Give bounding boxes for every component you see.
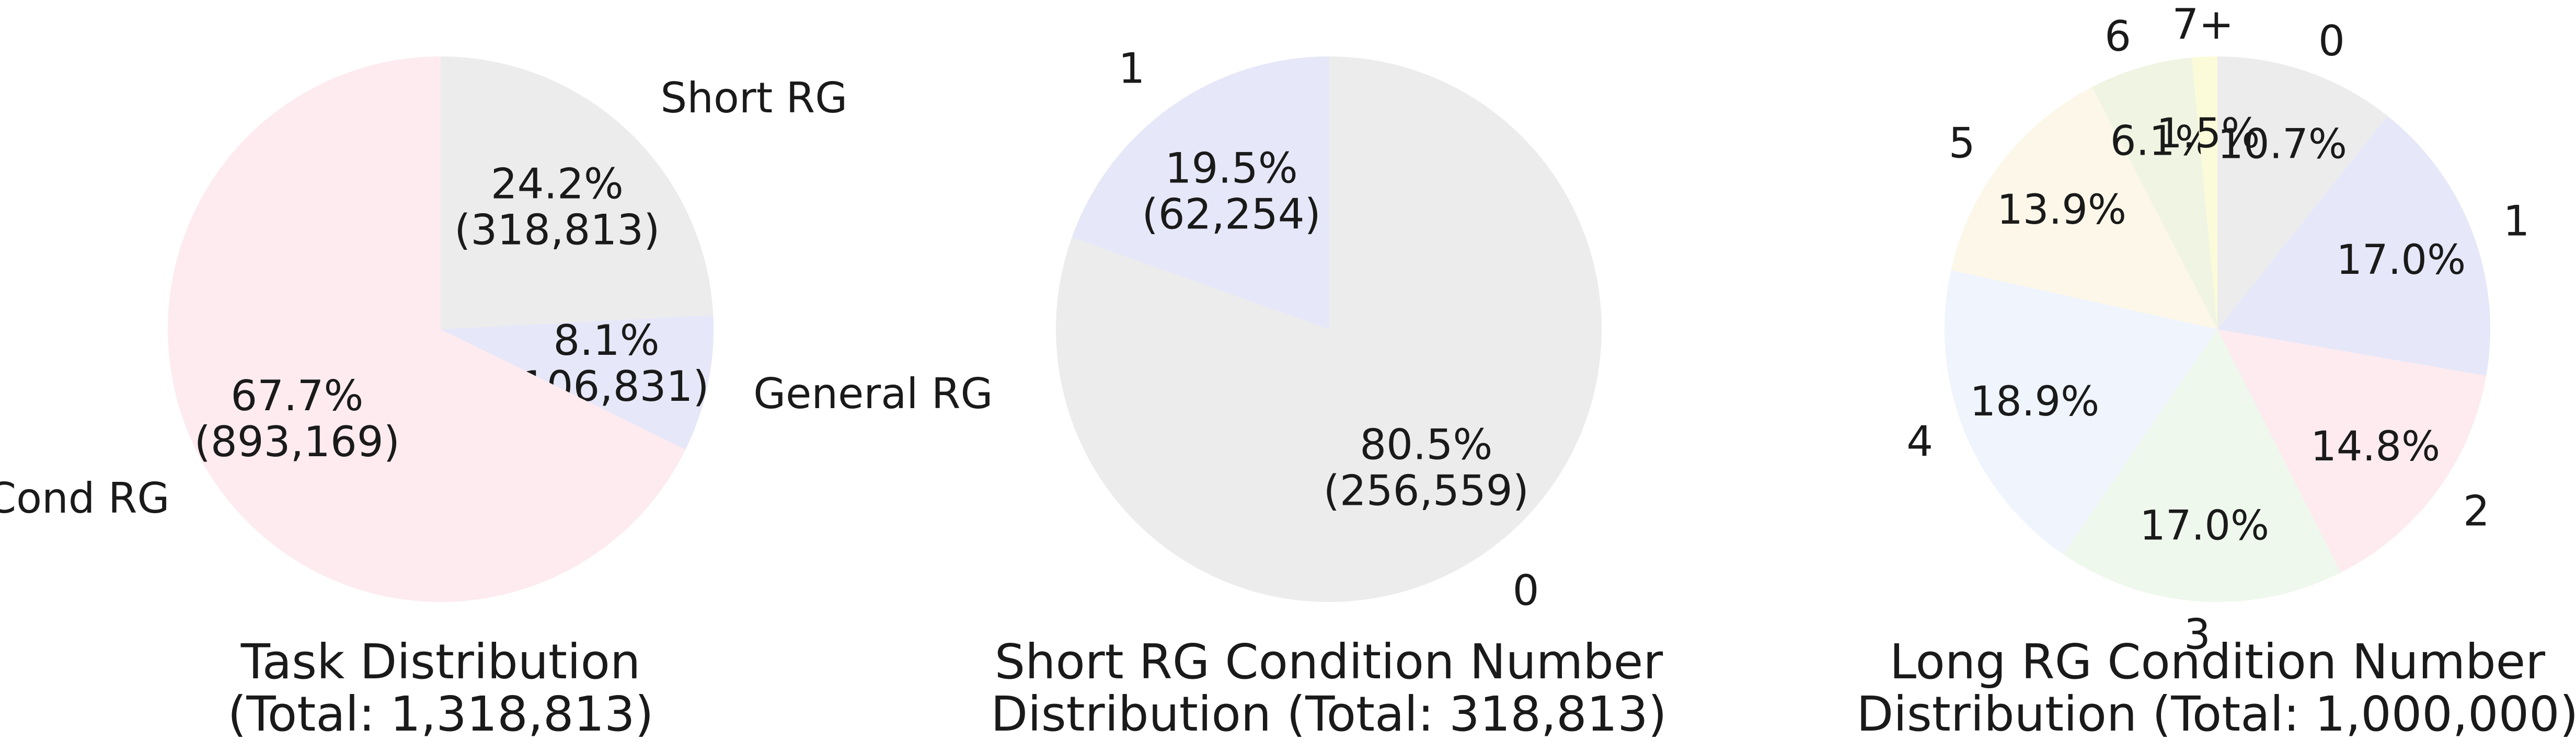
pie-slice bbox=[1072, 56, 1329, 329]
slice-count-label: (318,813) bbox=[454, 205, 660, 254]
pie-slice bbox=[1055, 56, 1602, 603]
chart-title-line-1: Long RG Condition Number bbox=[1890, 634, 2545, 690]
slice-category-label: 2 bbox=[2463, 487, 2490, 536]
slice-category-label: 1 bbox=[2503, 196, 2530, 245]
chart-title-line-1: Task Distribution bbox=[240, 634, 641, 690]
slice-percent-label: 67.7% bbox=[231, 372, 363, 420]
slice-category-label: Short RG bbox=[661, 74, 848, 122]
slice-percent-label: 10.7% bbox=[2217, 121, 2347, 168]
pie-slice bbox=[1945, 270, 2217, 554]
slice-category-label: 3 bbox=[2184, 610, 2211, 658]
slice-percent-label: 80.5% bbox=[1360, 421, 1492, 469]
pie-slice bbox=[2217, 329, 2487, 573]
slice-category-label: 6 bbox=[2104, 12, 2131, 61]
pie-slice bbox=[2063, 329, 2341, 603]
slice-percent-label: 24.2% bbox=[491, 159, 624, 208]
pie-slice bbox=[2217, 56, 2388, 329]
slice-category-label: Cond RG bbox=[0, 474, 170, 523]
slice-category-label: 0 bbox=[2318, 17, 2345, 65]
slice-category-label: 7+ bbox=[2172, 0, 2234, 49]
pie-slice bbox=[167, 56, 686, 602]
slice-category-label: 1 bbox=[1118, 44, 1145, 93]
slice-category-label: 5 bbox=[1949, 119, 1975, 168]
slice-category-label: 0 bbox=[1513, 566, 1539, 615]
pie-slice bbox=[2191, 56, 2217, 329]
pie-chart-short-rg-condition-number: 80.5%(256,559) 0 19.5%(62,254) 1 bbox=[1055, 44, 1602, 615]
pie-slice bbox=[2091, 57, 2217, 329]
slice-percent-label: 17.0% bbox=[2140, 502, 2269, 549]
chart-title-line-2: Distribution (Total: 318,813) bbox=[991, 686, 1666, 742]
pie-chart-task-distribution: 24.2%(318,813)Short RG8.1%(106,831) Gener… bbox=[0, 56, 993, 602]
pie-chart-long-rg-condition-number: 10.7% 0 17.0% 1 14.8% 2 17.0% 3 18.9% 4 13.9% 5 6.1%… bbox=[1906, 0, 2529, 658]
slice-percent-label: 18.9% bbox=[1970, 378, 2100, 425]
chart-title-line-1: Short RG Condition Number bbox=[995, 634, 1663, 690]
slice-percent-label: 6.1% bbox=[2110, 118, 2214, 165]
slice-count-label: (893,169) bbox=[194, 418, 400, 466]
pie-slice bbox=[1951, 87, 2217, 329]
slice-category-label: 4 bbox=[1906, 418, 1933, 466]
pie-slice bbox=[2217, 115, 2490, 376]
chart-title-line-2: Distribution (Total: 1,000,000) bbox=[1856, 686, 2576, 742]
pie-slice bbox=[441, 56, 714, 329]
slice-percent-label: 13.9% bbox=[1997, 187, 2126, 234]
chart-title-line-2: (Total: 1,318,813) bbox=[227, 686, 653, 742]
slice-percent-label: 8.1% bbox=[553, 316, 659, 365]
slice-category-label: General RG bbox=[753, 369, 993, 418]
slice-percent-label: 14.8% bbox=[2310, 423, 2440, 470]
slice-percent-label: 1.5% bbox=[2156, 110, 2260, 157]
slice-percent-label: 17.0% bbox=[2336, 237, 2466, 284]
slice-count-label: (256,559) bbox=[1324, 467, 1529, 515]
pie-slice bbox=[441, 315, 714, 450]
slice-percent-label: 19.5% bbox=[1165, 144, 1298, 192]
slice-count-label: (62,254) bbox=[1142, 190, 1321, 238]
